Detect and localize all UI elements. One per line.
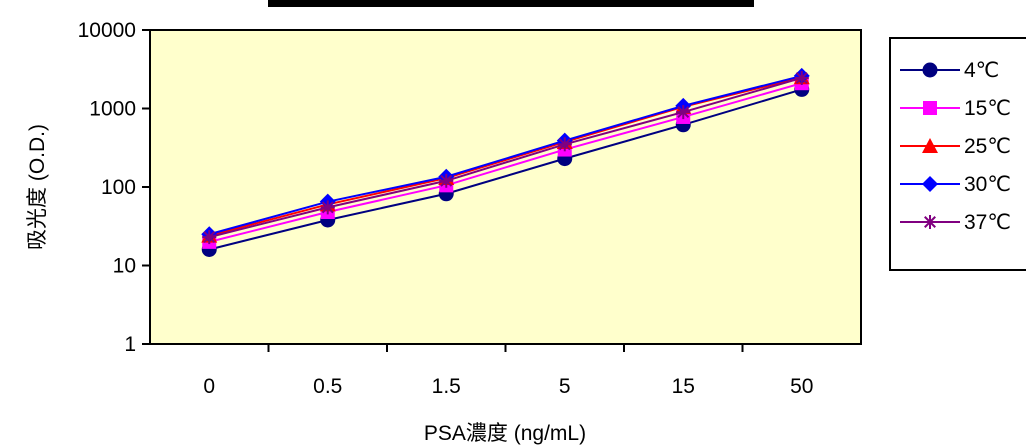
series-4 (202, 70, 809, 245)
y-tick-label: 1 (124, 333, 136, 356)
legend-item: 25℃ (900, 135, 1011, 158)
title-bar-cover (268, 0, 754, 7)
legend-item: 30℃ (900, 173, 1011, 196)
y-tick-label: 1000 (89, 98, 136, 121)
x-tick-label: 5 (559, 375, 571, 398)
y-tick-label: 10 (113, 255, 136, 278)
legend-label: 25℃ (964, 135, 1011, 158)
series-line (208, 74, 802, 236)
x-tick-label: 0.5 (313, 375, 342, 398)
x-tick-label: 50 (790, 375, 813, 398)
legend-item: 4℃ (900, 59, 999, 82)
plot-area (149, 29, 862, 345)
y-axis-ticks (142, 29, 150, 345)
y-axis-title: 吸光度 (O.D.) (26, 124, 49, 250)
data-point (794, 70, 809, 85)
data-point (439, 173, 454, 188)
data-point (202, 230, 217, 245)
legend-item: 37℃ (900, 211, 1011, 234)
legend-label: 30℃ (964, 173, 1011, 196)
legend-marker (922, 138, 938, 153)
data-point (320, 200, 335, 215)
legend-marker (923, 101, 937, 115)
series-line (209, 82, 803, 243)
y-tick-labels: 1 10 100 1000 10000 (78, 19, 136, 356)
series-layer (201, 67, 810, 257)
legend-label: 4℃ (964, 59, 999, 82)
x-tick-labels: 0 0.5 1.5 5 15 50 (203, 375, 813, 398)
series-line (209, 88, 803, 251)
x-tick-label: 1.5 (432, 375, 461, 398)
legend-item: 15℃ (900, 97, 1011, 120)
data-point (676, 105, 691, 120)
legend-label: 15℃ (964, 97, 1011, 120)
legend-marker (922, 176, 938, 192)
x-tick-label: 0 (203, 375, 215, 398)
x-axis-title: PSA濃度 (ng/mL) (424, 422, 586, 445)
x-tick-label: 15 (672, 375, 695, 398)
series-line (209, 76, 803, 239)
legend-marker (923, 215, 937, 229)
y-tick-label: 100 (101, 176, 136, 199)
legend-box (889, 37, 1026, 271)
x-axis-ticks (267, 344, 744, 352)
legend: 4℃ 15℃ 25℃ 30℃ 37℃ (900, 59, 1011, 234)
y-tick-label: 10000 (78, 19, 136, 42)
legend-label: 37℃ (964, 211, 1011, 234)
legend-marker (922, 62, 938, 78)
data-point (557, 137, 572, 152)
